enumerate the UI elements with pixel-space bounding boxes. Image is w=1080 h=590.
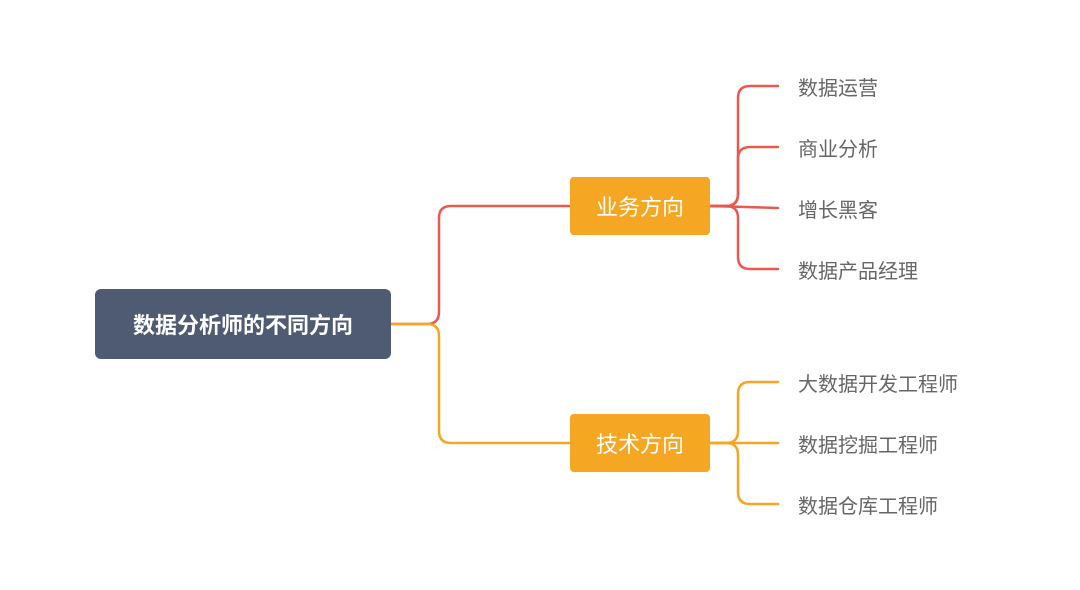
mindmap-stage: 数据分析师的不同方向 业务方向 数据运营商业分析增长黑客数据产品经理技术方向 大数据开…: [0, 0, 1080, 590]
leaf-business-2: 增长黑客: [798, 194, 878, 223]
branch-node-tech-label: 技术方向: [596, 427, 684, 459]
root-node: 数据分析师的不同方向: [95, 289, 391, 359]
leaf-business-1: 商业分析: [798, 133, 878, 162]
leaf-business-3: 数据产品经理: [798, 255, 918, 284]
leaf-tech-1: 数据挖掘工程师: [798, 429, 938, 458]
leaf-business-0: 数据运营: [798, 72, 878, 101]
leaf-tech-2: 数据仓库工程师: [798, 490, 938, 519]
branch-node-business: 业务方向: [570, 177, 710, 235]
root-node-label: 数据分析师的不同方向: [133, 308, 353, 340]
leaf-tech-0: 大数据开发工程师: [798, 368, 958, 397]
branch-node-business-label: 业务方向: [596, 190, 684, 222]
branch-node-tech: 技术方向: [570, 414, 710, 472]
